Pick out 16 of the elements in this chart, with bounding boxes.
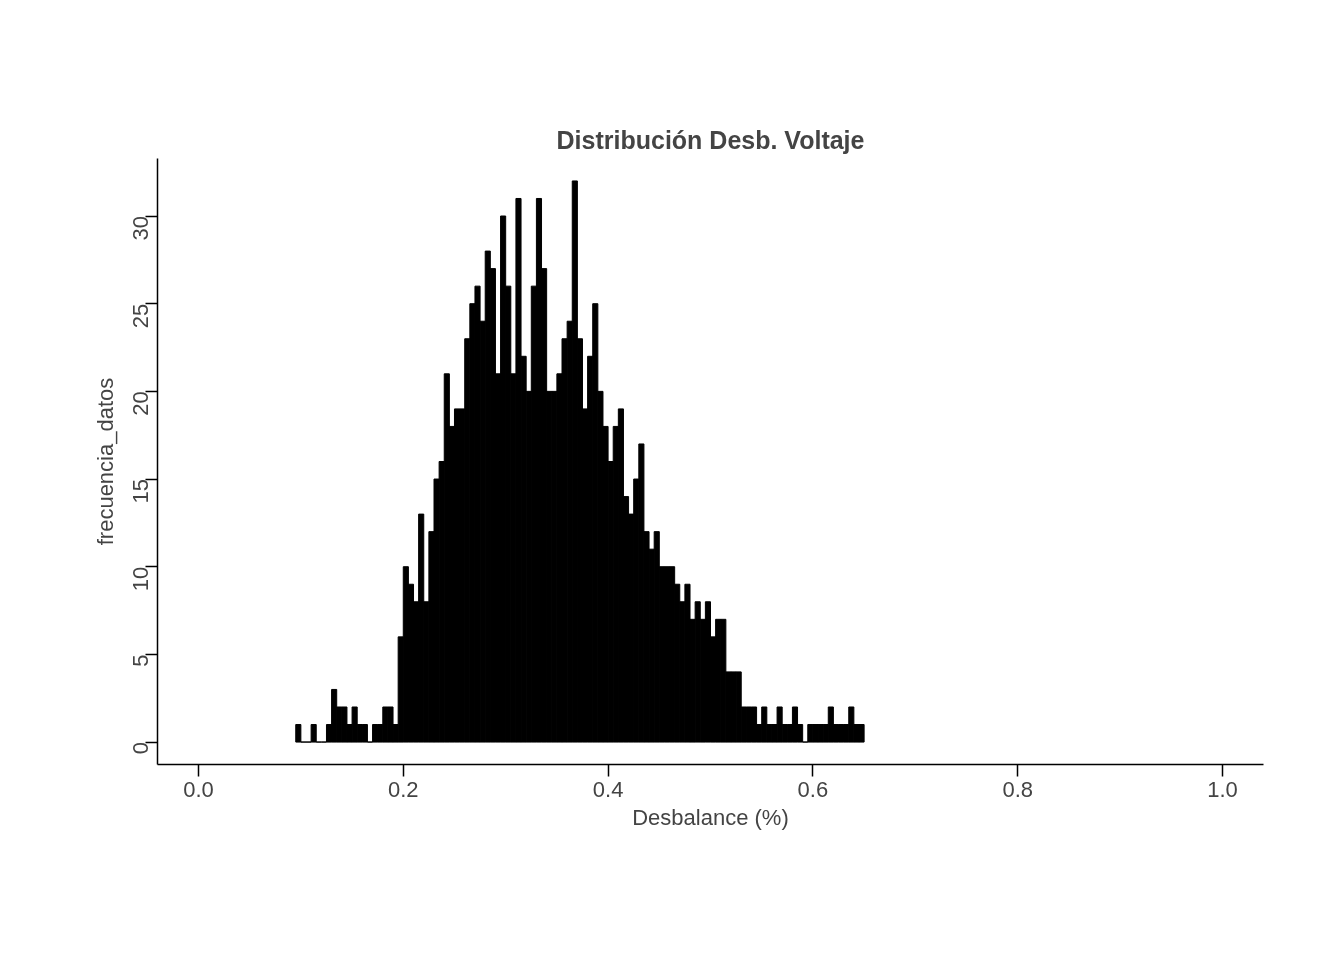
y-tick-label: 5 [128,654,153,667]
x-tick-label: 1.0 [1207,776,1238,802]
x-tick-label: 0.4 [592,776,624,802]
x-tick-label: 0.8 [1002,776,1034,802]
y-tick-label: 30 [128,216,153,241]
x-axis-title: Desbalance (%) [632,804,789,830]
y-tick-label: 25 [128,303,153,329]
x-tick-label: 0.6 [797,776,829,802]
x-tick-label: 0.2 [387,776,419,802]
y-tick-label: 10 [128,566,153,592]
y-tick-label: 0 [128,742,153,755]
y-tick-label: 15 [128,479,153,504]
y-tick-label: 20 [128,391,153,416]
x-tick-label: 0.0 [183,776,214,802]
chart-title: Distribución Desb. Voltaje [556,125,865,154]
y-axis-title: frecuencia_datos [92,377,118,546]
